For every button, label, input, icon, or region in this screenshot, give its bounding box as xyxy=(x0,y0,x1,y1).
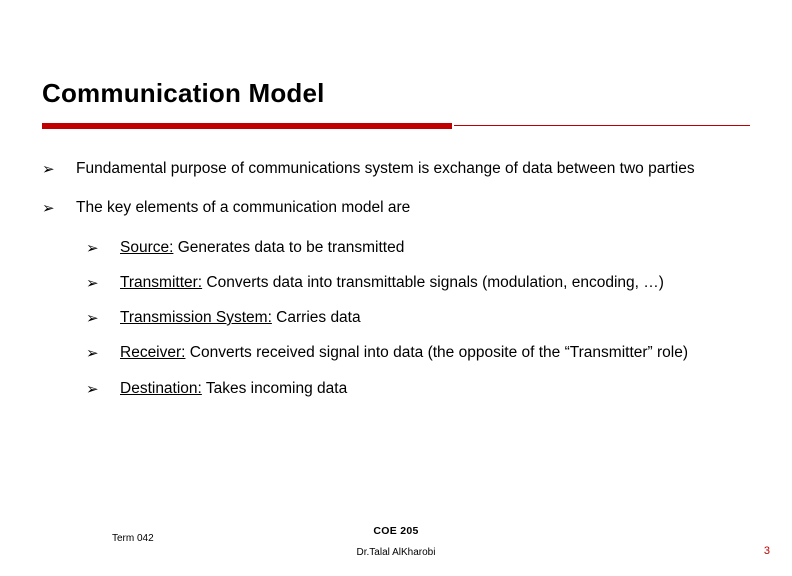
sub-bullet-text: Transmission System: Carries data xyxy=(120,308,750,329)
footer: COE 205 Term 042 Dr.Talal AlKharobi 3 xyxy=(0,525,792,558)
bullet-arrow-icon: ➢ xyxy=(42,159,76,180)
sub-bullet-text: Receiver: Converts received signal into … xyxy=(120,343,750,364)
bullet-arrow-icon: ➢ xyxy=(86,308,120,329)
sub-bullet-rest: Converts data into transmittable signals… xyxy=(202,274,664,291)
rule-thick xyxy=(42,123,452,129)
sub-bullet-text: Transmitter: Converts data into transmit… xyxy=(120,273,750,294)
sub-bullet-item: ➢ Destination: Takes incoming data xyxy=(86,379,750,400)
footer-page-number: 3 xyxy=(764,545,770,557)
content: ➢ Fundamental purpose of communications … xyxy=(42,159,750,400)
bullet-text: Fundamental purpose of communications sy… xyxy=(76,159,750,180)
footer-term: Term 042 xyxy=(112,533,154,544)
sub-bullet-term: Transmission System: xyxy=(120,309,272,326)
sub-bullet-term: Receiver: xyxy=(120,344,185,361)
sub-bullet-item: ➢ Receiver: Converts received signal int… xyxy=(86,343,750,364)
sub-bullet-item: ➢ Transmission System: Carries data xyxy=(86,308,750,329)
sub-bullet-item: ➢ Source: Generates data to be transmitt… xyxy=(86,238,750,259)
bullet-arrow-icon: ➢ xyxy=(86,379,120,400)
slide: Communication Model ➢ Fundamental purpos… xyxy=(0,0,792,576)
bullet-arrow-icon: ➢ xyxy=(86,238,120,259)
bullet-arrow-icon: ➢ xyxy=(86,273,120,294)
slide-title: Communication Model xyxy=(42,78,750,109)
sub-bullet-text: Source: Generates data to be transmitted xyxy=(120,238,750,259)
title-underline xyxy=(42,123,750,133)
sub-bullet-rest: Carries data xyxy=(272,309,361,326)
sub-bullet-list: ➢ Source: Generates data to be transmitt… xyxy=(86,238,750,400)
sub-bullet-rest: Generates data to be transmitted xyxy=(173,239,404,256)
sub-bullet-item: ➢ Transmitter: Converts data into transm… xyxy=(86,273,750,294)
sub-bullet-text: Destination: Takes incoming data xyxy=(120,379,750,400)
bullet-arrow-icon: ➢ xyxy=(42,198,76,219)
bullet-text: The key elements of a communication mode… xyxy=(76,198,750,219)
rule-thin xyxy=(454,125,750,126)
sub-bullet-rest: Takes incoming data xyxy=(202,380,347,397)
sub-bullet-term: Destination: xyxy=(120,380,202,397)
bullet-item: ➢ Fundamental purpose of communications … xyxy=(42,159,750,180)
sub-bullet-term: Source: xyxy=(120,239,173,256)
sub-bullet-rest: Converts received signal into data (the … xyxy=(185,344,688,361)
footer-author: Dr.Talal AlKharobi xyxy=(0,547,792,558)
sub-bullet-term: Transmitter: xyxy=(120,274,202,291)
bullet-item: ➢ The key elements of a communication mo… xyxy=(42,198,750,219)
bullet-arrow-icon: ➢ xyxy=(86,343,120,364)
